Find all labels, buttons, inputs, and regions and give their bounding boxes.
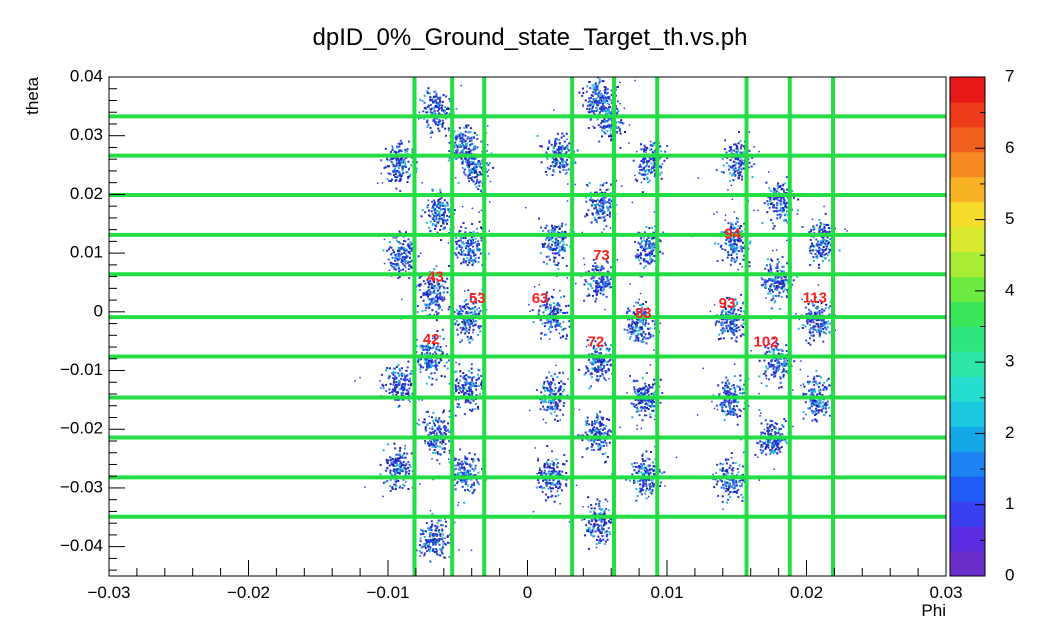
colorbar-segment — [950, 376, 985, 402]
cluster-label: 43 — [427, 269, 444, 286]
point-cluster — [709, 293, 772, 343]
point-cluster — [626, 364, 664, 430]
colorbar-segment — [950, 251, 985, 278]
colorbar-tick-label: 6 — [1005, 138, 1014, 157]
point-cluster — [400, 311, 450, 386]
colorbar-segment — [950, 526, 985, 552]
color-scale: 0 1 2 3 4 5 6 7 — [949, 66, 1014, 584]
cluster-label: 93 — [719, 295, 736, 312]
x-tick-label: −0.01 — [366, 583, 409, 602]
colorbar-tick-label: 4 — [1005, 280, 1014, 299]
point-cluster — [415, 509, 473, 563]
y-tick-label: 0.04 — [70, 66, 103, 85]
cluster-label: 72 — [588, 333, 605, 350]
x-tick-label: 0.03 — [929, 583, 962, 602]
colorbar-segment — [950, 101, 985, 128]
point-cluster — [713, 209, 755, 271]
point-cluster — [404, 398, 460, 462]
point-cluster — [420, 182, 465, 244]
point-cluster — [354, 360, 423, 409]
colorbar-tick-label: 1 — [1005, 494, 1014, 513]
colorbar-segment — [950, 476, 985, 502]
colorbar-segment — [950, 201, 985, 228]
y-tick-label: −0.01 — [60, 360, 103, 379]
colorbar-tick-label: 2 — [1005, 423, 1014, 442]
colorbar-segment — [950, 426, 985, 452]
x-tick-label: −0.03 — [87, 583, 130, 602]
colorbar-segment — [950, 276, 985, 303]
y-tick-label: 0.02 — [70, 184, 103, 203]
point-cluster — [522, 445, 578, 513]
x-tick-label: 0.02 — [790, 583, 823, 602]
cluster-label: 53 — [469, 290, 486, 307]
point-cluster — [696, 358, 751, 441]
colorbar-segment — [950, 551, 985, 577]
colorbar-segment — [950, 401, 985, 427]
marker-lines — [109, 77, 946, 576]
y-tick-label: 0 — [94, 301, 103, 320]
colorbar-segment — [950, 151, 985, 178]
cluster-label: 113 — [803, 289, 827, 306]
colorbar-segment — [950, 501, 985, 527]
colorbar-segment — [950, 326, 985, 352]
point-cluster — [536, 109, 579, 186]
y-tick-label: −0.04 — [60, 536, 103, 555]
x-tick-label: −0.02 — [227, 583, 270, 602]
colorbar-tick-label: 3 — [1005, 352, 1014, 371]
cluster-label: 42 — [423, 331, 440, 348]
point-cluster — [412, 84, 462, 134]
point-cluster — [376, 111, 432, 192]
cluster-label: 73 — [593, 247, 610, 264]
colorbar-segment — [950, 351, 985, 377]
cluster-label: 83 — [635, 305, 652, 322]
y-tick-label: 0.03 — [70, 125, 103, 144]
x-tick-label: 0 — [523, 583, 532, 602]
y-axis: 0.04 0.03 0.02 0.01 0 −0.01 −0.02 −0.03 −0.04 — [60, 66, 125, 571]
x-axis-label: Phi — [921, 601, 946, 620]
x-axis: −0.03 −0.02 −0.01 0 0.01 0.02 0.03 — [87, 560, 963, 602]
colorbar-segment — [950, 77, 985, 103]
y-tick-label: −0.02 — [60, 419, 103, 438]
y-tick-label: −0.03 — [60, 477, 103, 496]
colorbar-tick-label: 0 — [1005, 565, 1014, 584]
cluster-label: 102 — [754, 333, 779, 350]
chart-title: dpID_0%_Ground_state_Target_th.vs.ph — [313, 24, 748, 51]
colorbar-segment — [950, 226, 985, 253]
colorbar-tick-label: 7 — [1005, 66, 1014, 85]
colorbar-segment — [950, 301, 985, 327]
annotation-layer: 43 53 63 73 83 93 94 113 42 72 102 — [423, 225, 827, 350]
colorbar-tick-label: 5 — [1005, 209, 1014, 228]
plot-area: 43 53 63 73 83 93 94 113 42 72 102 — [108, 76, 947, 577]
x-tick-label: 0.01 — [650, 583, 683, 602]
cluster-label: 63 — [532, 290, 549, 307]
y-tick-label: 0.01 — [70, 243, 103, 262]
colorbar-segment — [950, 451, 985, 477]
colorbar-segment — [950, 176, 985, 203]
y-axis-label: theta — [23, 76, 42, 114]
cluster-label: 94 — [724, 225, 741, 242]
